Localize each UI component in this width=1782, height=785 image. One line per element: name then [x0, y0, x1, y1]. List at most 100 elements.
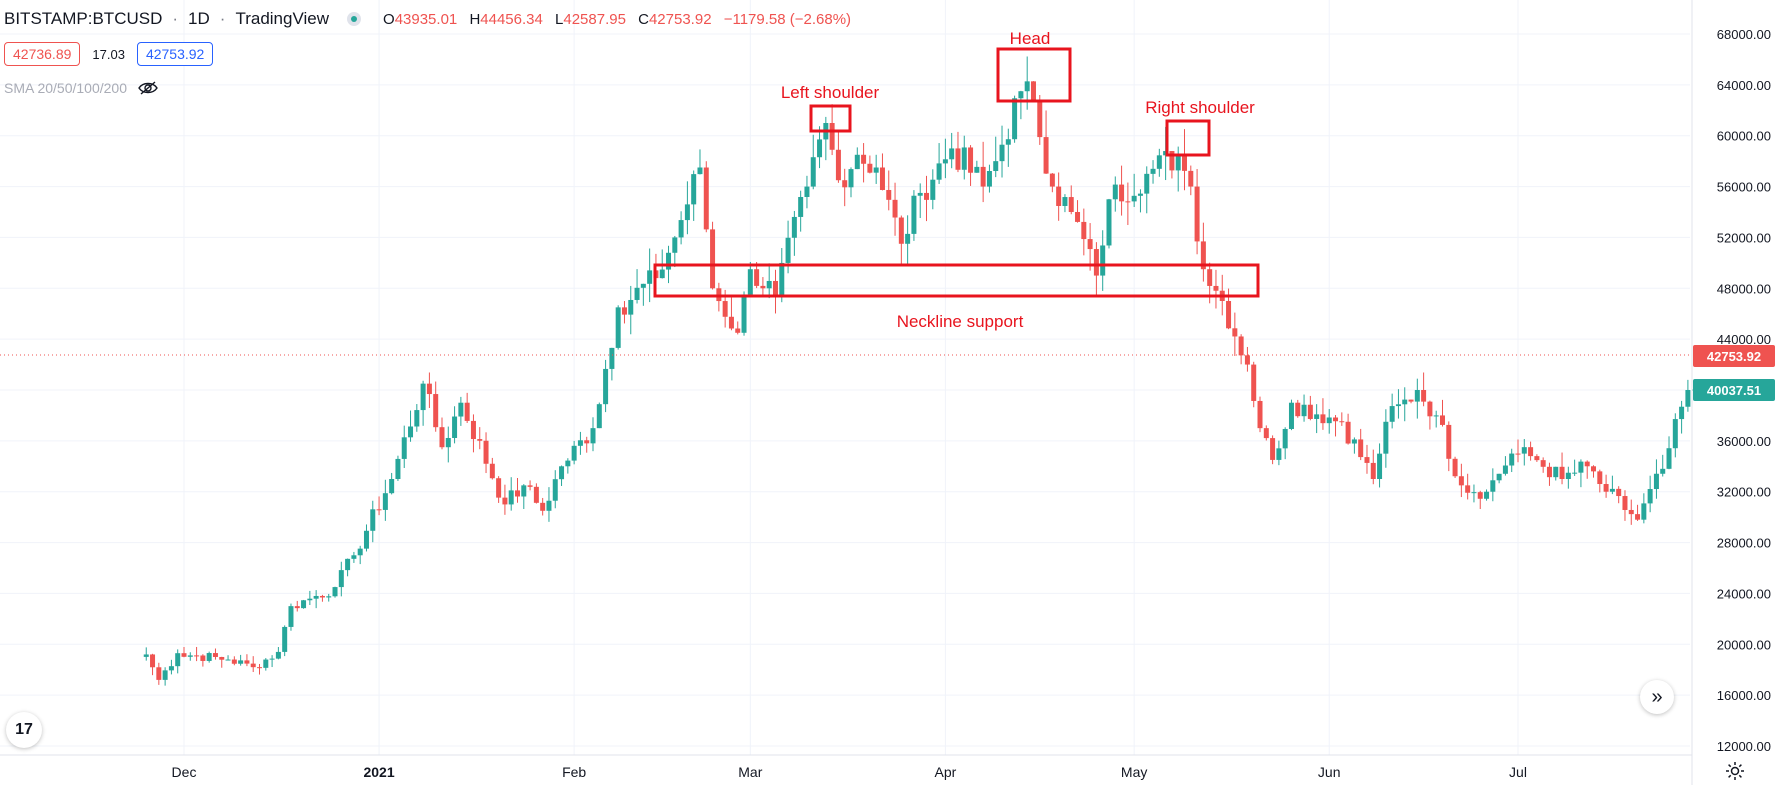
candle-body — [1282, 428, 1288, 449]
high-key: H — [469, 10, 481, 28]
candle-up — [697, 149, 703, 175]
candle-down — [892, 182, 898, 236]
candle-body — [307, 598, 313, 601]
y-tick-label: 60000.00 — [1717, 129, 1771, 144]
candle-up — [408, 410, 414, 442]
candle-body — [1484, 491, 1490, 499]
candle-body — [1458, 476, 1464, 486]
candle-body — [288, 606, 294, 627]
market-status-icon[interactable] — [347, 12, 362, 26]
candle-down — [470, 414, 476, 453]
candle-down — [319, 594, 325, 602]
candle-body — [414, 410, 420, 427]
candle-body — [678, 220, 684, 238]
candle-up — [370, 500, 376, 543]
candle-body — [603, 368, 609, 405]
y-tick-label: 52000.00 — [1717, 230, 1771, 245]
scroll-to-realtime-button[interactable]: » — [1640, 680, 1674, 714]
tradingview-logo[interactable]: 17 — [6, 712, 42, 748]
candle-down — [1534, 454, 1540, 462]
candle-up — [1106, 198, 1112, 249]
candle-body — [1540, 460, 1546, 467]
candle-body — [496, 478, 502, 498]
change-value: −1179.58 (−2.68%) — [723, 10, 852, 28]
candle-up — [848, 167, 854, 198]
candle-body — [842, 180, 848, 188]
candle-up — [338, 561, 344, 597]
low-key: L — [555, 10, 564, 28]
candle-down — [1030, 81, 1036, 101]
x-tick-label: Feb — [562, 764, 586, 780]
candle-body — [483, 440, 489, 464]
ma-price-tag: 40037.51 — [1693, 379, 1775, 401]
candle-body — [1005, 139, 1011, 145]
candle-body — [1125, 201, 1131, 203]
candle-up — [577, 431, 583, 455]
candle-body — [515, 490, 520, 497]
candle-up — [810, 134, 816, 190]
candle-down — [156, 662, 162, 685]
candle-body — [143, 654, 149, 657]
candle-down — [621, 301, 627, 324]
candle-body — [1660, 468, 1666, 474]
candle-body — [615, 307, 621, 348]
candle-up — [1433, 410, 1439, 428]
candle-body — [1572, 472, 1578, 474]
candle-down — [1408, 399, 1414, 404]
pattern-annotations: Left shoulder Head Right shoulder Neckli… — [653, 29, 1260, 331]
candle-body — [238, 660, 244, 664]
candle-body — [257, 667, 263, 669]
candle-body — [886, 189, 892, 200]
candle-body — [1093, 249, 1099, 276]
candle-down — [1465, 473, 1471, 500]
candle-body — [1559, 466, 1565, 479]
candle-body — [571, 445, 577, 461]
source-label: TradingView — [235, 9, 330, 28]
candle-body — [175, 653, 181, 667]
eye-crossed-icon[interactable] — [137, 80, 159, 96]
candle-body — [489, 463, 495, 479]
candle-body — [766, 280, 772, 289]
candle-body — [1446, 424, 1452, 459]
candle-down — [1622, 490, 1628, 521]
sell-price-button[interactable]: 42736.89 — [4, 42, 81, 66]
candle-up — [1502, 456, 1508, 476]
candle-body — [879, 167, 885, 190]
candle-up — [873, 154, 879, 184]
candle-body — [911, 195, 917, 234]
candle-body — [382, 493, 388, 510]
interval-label[interactable]: 1D — [188, 9, 210, 28]
candle-up — [1156, 148, 1162, 177]
candle-body — [150, 654, 156, 668]
candle-down — [1370, 449, 1376, 485]
symbol-name[interactable]: BITSTAMP:BTCUSD — [4, 9, 163, 28]
candle-body — [1251, 364, 1257, 401]
candle-up — [1471, 484, 1477, 503]
neckline-label: Neckline support — [897, 312, 1024, 331]
buy-price-button[interactable]: 42753.92 — [136, 42, 214, 66]
legend-separator: · — [172, 9, 179, 28]
candle-up — [175, 649, 181, 674]
y-tick-label: 12000.00 — [1717, 739, 1771, 754]
candle-body — [647, 270, 653, 284]
candle-body — [1024, 81, 1030, 92]
candle-body — [993, 161, 999, 172]
candle-body — [206, 653, 212, 661]
head-label: Head — [1010, 29, 1051, 48]
candle-down — [1452, 456, 1458, 479]
candle-body — [817, 139, 823, 158]
sma-indicator-label[interactable]: SMA 20/50/100/200 — [4, 80, 127, 96]
candle-down — [477, 427, 483, 450]
candle-up — [1672, 413, 1678, 458]
candle-down — [439, 417, 445, 450]
candle-body — [1628, 509, 1634, 515]
candle-body — [892, 199, 898, 218]
candle-body — [1515, 453, 1521, 455]
candle-up — [420, 380, 426, 426]
candle-body — [1578, 461, 1584, 473]
candle-body — [370, 509, 376, 531]
candle-body — [1465, 485, 1471, 493]
chart-settings-button[interactable] — [1724, 760, 1746, 782]
candle-down — [1546, 462, 1552, 486]
